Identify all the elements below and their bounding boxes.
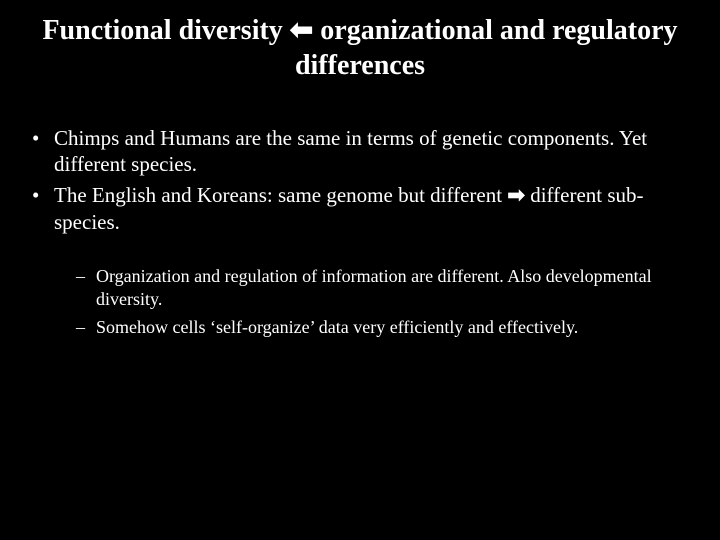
- left-arrow-icon: ⬅: [290, 14, 313, 45]
- bullet-list-level1: Chimps and Humans are the same in terms …: [26, 125, 700, 235]
- list-item: The English and Koreans: same genome but…: [26, 182, 700, 236]
- right-arrow-icon: ➡: [507, 184, 525, 207]
- bullet-text: Organization and regulation of informati…: [96, 266, 652, 309]
- title-text-pre: Functional diversity: [42, 15, 289, 46]
- bullet-text: Somehow cells ‘self-organize’ data very …: [96, 317, 578, 337]
- list-item: Organization and regulation of informati…: [74, 265, 700, 312]
- title-text-post: organizational and regulatory difference…: [295, 15, 678, 81]
- slide-title: Functional diversity ⬅ organizational an…: [20, 12, 700, 83]
- list-item: Chimps and Humans are the same in terms …: [26, 125, 700, 178]
- bullet-text-pre: The English and Koreans: same genome but…: [54, 183, 507, 207]
- bullet-text: Chimps and Humans are the same in terms …: [54, 126, 647, 176]
- list-item: Somehow cells ‘self-organize’ data very …: [74, 316, 700, 339]
- bullet-list-level2: Organization and regulation of informati…: [74, 265, 700, 339]
